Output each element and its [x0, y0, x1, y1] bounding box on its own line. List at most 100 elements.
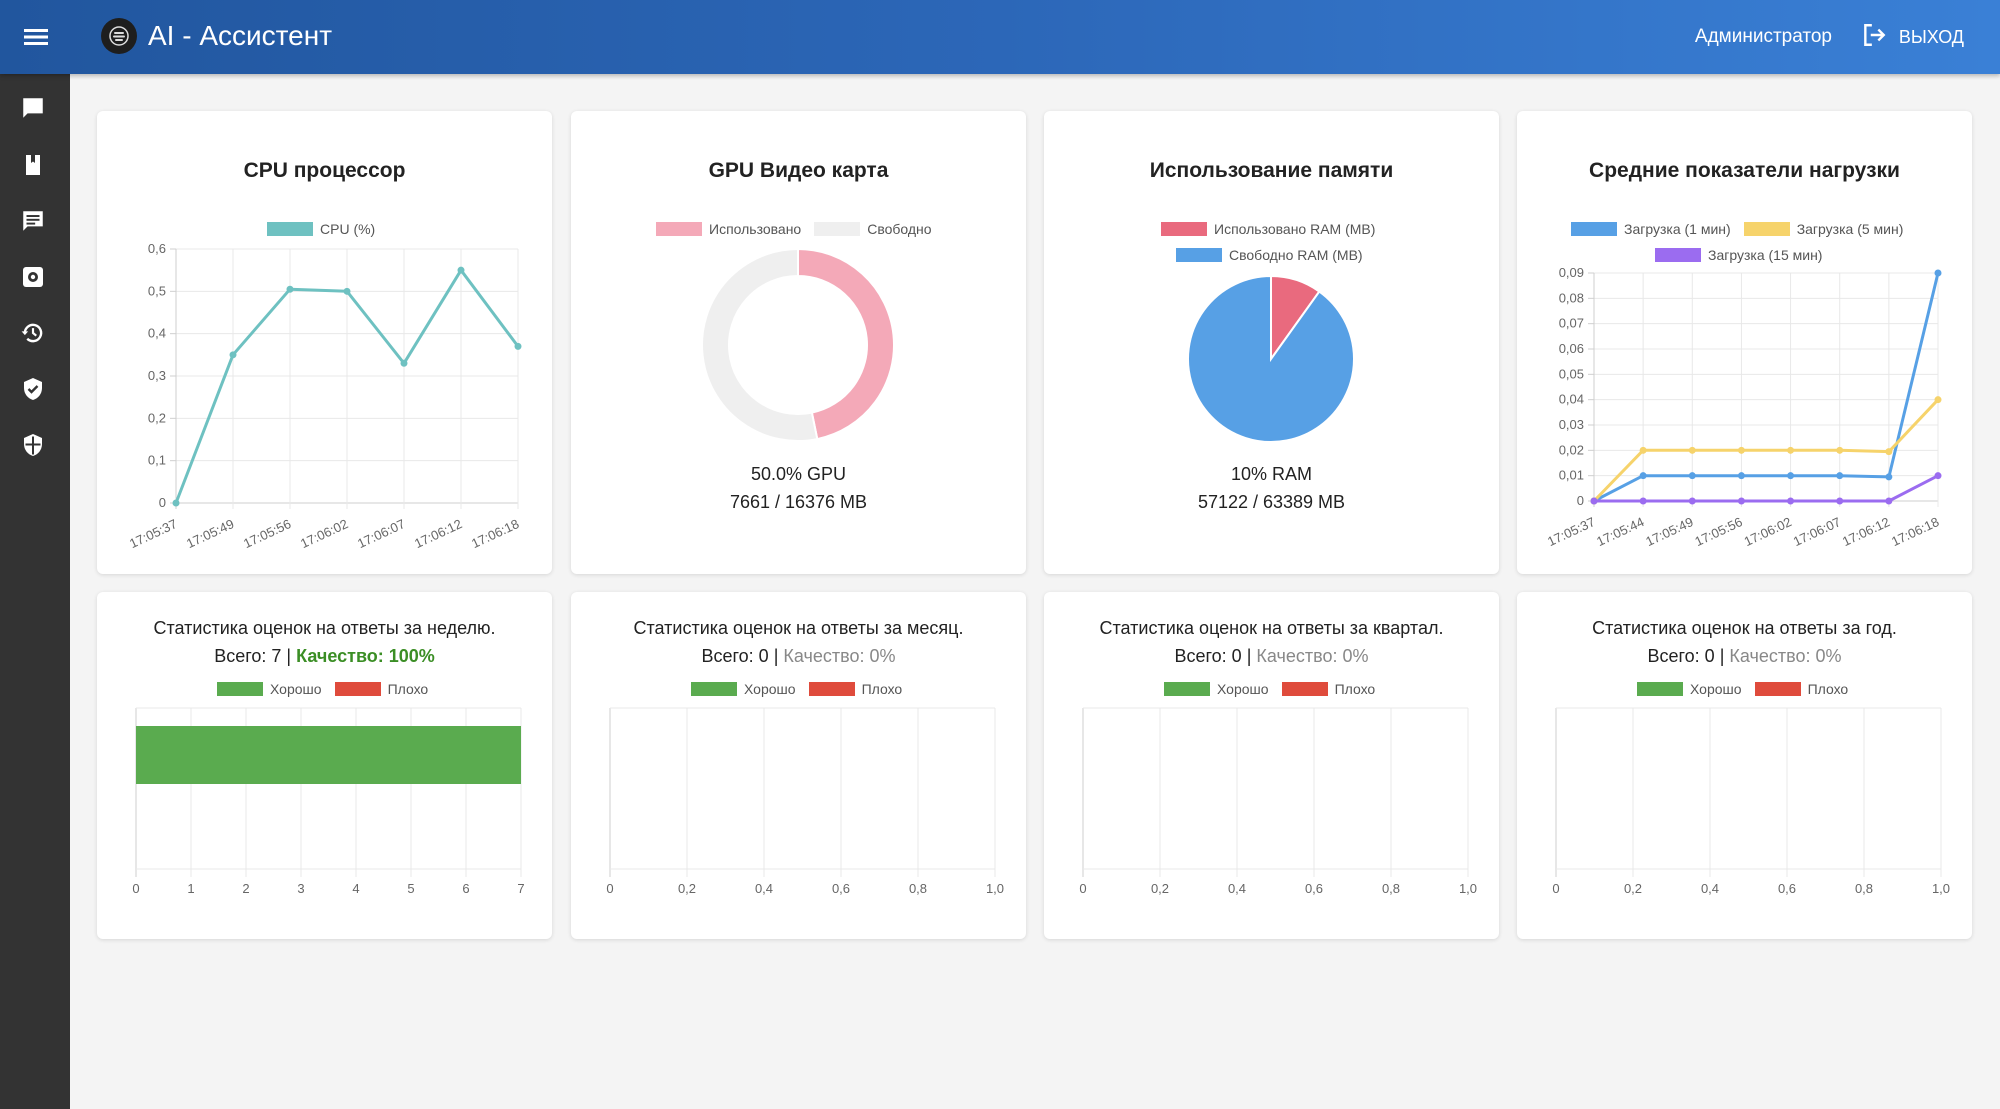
- settings-icon: [21, 265, 45, 294]
- ram-memory-text: 57122 / 63389 MB: [1197, 492, 1346, 512]
- stats-year-legend: Хорошо Плохо: [1637, 681, 1848, 697]
- stats-week-summary: Всего: 7 | Качество: 100%: [97, 642, 552, 670]
- y-tick-label: 0,1: [148, 453, 166, 468]
- legend-label-bad: Плохо: [861, 681, 903, 697]
- x-tick-label: 17:06:02: [1742, 514, 1794, 549]
- legend-label-good: Хорошо: [744, 681, 796, 697]
- x-tick-label: 0,6: [1778, 881, 1796, 896]
- x-tick-label: 17:06:07: [355, 516, 407, 551]
- y-tick-label: 0,08: [1559, 290, 1584, 305]
- legend-label-good: Хорошо: [1690, 681, 1742, 697]
- legend-label-good: Хорошо: [1217, 681, 1269, 697]
- data-point: [1787, 446, 1795, 454]
- series-line: [1593, 272, 1940, 503]
- app-logo: [101, 18, 137, 54]
- data-point: [1934, 472, 1942, 480]
- legend-swatch-gpu-free: [814, 222, 861, 236]
- x-tick-label: 1: [187, 881, 194, 896]
- sidebar-item-verification[interactable]: [11, 369, 55, 413]
- legend-swatch-bad: [1754, 682, 1801, 696]
- stats-quarter-quality: Качество: 0%: [1256, 646, 1369, 666]
- sidebar-item-messages[interactable]: [11, 201, 55, 245]
- x-tick-label: 0,8: [909, 881, 927, 896]
- y-tick-label: 0,07: [1559, 316, 1584, 331]
- data-point: [1885, 473, 1893, 481]
- x-tick-label: 17:05:56: [1692, 514, 1744, 549]
- stats-year-bar-chart: 0 0,2 0,4 0,6 0,8 1,0: [1552, 707, 1950, 896]
- x-tick-label: 17:05:49: [1643, 514, 1695, 549]
- load-card: Средние показатели нагрузки Загрузка (1 …: [1517, 111, 1972, 574]
- gpu-card: GPU Видео карта Использовано Свободно 50…: [571, 111, 1026, 574]
- x-tick-label: 0,4: [755, 881, 773, 896]
- sidebar-item-history[interactable]: [11, 313, 55, 357]
- x-tick-label: 17:05:44: [1594, 514, 1646, 549]
- x-tick-label: 6: [462, 881, 469, 896]
- stats-week-quality: Качество: 100%: [296, 646, 435, 666]
- series-line: [1592, 398, 1940, 503]
- ram-percent-text: 10% RAM: [1230, 464, 1313, 484]
- pie-slice: [701, 247, 819, 442]
- legend-swatch-bad: [1281, 682, 1328, 696]
- logout-button[interactable]: ВЫХОД: [1861, 20, 1964, 54]
- data-point: [514, 342, 522, 350]
- legend-label-good: Хорошо: [270, 681, 322, 697]
- x-tick-label: 0,4: [1701, 881, 1719, 896]
- legend-label-bad: Плохо: [1807, 681, 1849, 697]
- legend-label-gpu-used: Использовано: [709, 221, 802, 237]
- data-point: [1688, 472, 1696, 480]
- menu-icon[interactable]: [14, 15, 58, 59]
- y-tick-label: 0,02: [1559, 442, 1584, 457]
- x-tick-label: 5: [407, 881, 414, 896]
- x-tick-label: 0,6: [1305, 881, 1323, 896]
- legend-label-bad: Плохо: [387, 681, 429, 697]
- y-tick-label: 0,4: [148, 326, 166, 341]
- stats-month-title: Статистика оценок на ответы за месяц.: [633, 618, 964, 638]
- data-point: [1836, 497, 1844, 505]
- stats-month-separator: |: [773, 646, 779, 666]
- x-tick-label: 17:06:07: [1791, 514, 1843, 549]
- stats-quarter-bar-chart: 0 0,2 0,4 0,6 0,8 1,0: [1079, 707, 1477, 896]
- stats-quarter-separator: |: [1246, 646, 1252, 666]
- data-point: [457, 266, 465, 274]
- sidebar-item-settings[interactable]: [11, 257, 55, 301]
- x-tick-label: 17:06:18: [469, 516, 521, 551]
- y-tick-label: 0,5: [148, 283, 166, 298]
- data-point: [1737, 446, 1745, 454]
- x-tick-label: 0: [1079, 881, 1086, 896]
- y-tick-label: 0,6: [148, 241, 166, 256]
- x-tick-label: 2: [242, 881, 249, 896]
- gpu-memory-text: 7661 / 16376 MB: [729, 492, 868, 512]
- x-tick-label: 3: [297, 881, 304, 896]
- top-app-bar: AI - Ассистент Администратор ВЫХОД: [0, 0, 2000, 74]
- ram-legend-free: Свободно RAM (MB): [1176, 247, 1363, 263]
- legend-label-cpu: CPU (%): [320, 221, 376, 237]
- logout-icon: [1861, 22, 1887, 53]
- legend-label-load1: Загрузка (1 мин): [1624, 221, 1731, 237]
- y-tick-label: 0: [1577, 493, 1584, 508]
- history-icon: [20, 320, 46, 351]
- x-tick-label: 7: [517, 881, 524, 896]
- data-point: [1737, 472, 1745, 480]
- x-tick-label: 0,6: [832, 881, 850, 896]
- stats-month-card: Статистика оценок на ответы за месяц. Вс…: [571, 592, 1026, 939]
- data-point: [1885, 448, 1893, 456]
- cpu-line-chart: 0 0,1 0,2 0,3 0,4 0,5 0,6 17:05:37 17:05:49 17:05…: [127, 241, 522, 551]
- x-tick-label: 17:05:37: [127, 516, 179, 551]
- x-tick-label: 0,2: [678, 881, 696, 896]
- stats-year-quality: Качество: 0%: [1729, 646, 1842, 666]
- ram-card-title: Использование памяти: [1149, 159, 1394, 182]
- sidebar-item-security[interactable]: [11, 425, 55, 469]
- legend-swatch-cpu: [267, 222, 313, 236]
- x-tick-label: 1,0: [1932, 881, 1950, 896]
- data-point: [1885, 497, 1893, 505]
- admin-user-link[interactable]: Администратор: [1694, 26, 1832, 47]
- sidebar-item-knowledge[interactable]: [11, 145, 55, 189]
- legend-label-load15: Загрузка (15 мин): [1708, 247, 1823, 263]
- gpu-percent-text: 50.0% GPU: [750, 464, 847, 484]
- data-point: [1737, 497, 1745, 505]
- sidebar-item-chat[interactable]: [11, 88, 55, 132]
- data-point: [1934, 269, 1942, 277]
- stats-month-total: Всего: 0: [701, 646, 769, 666]
- legend-swatch-load15: [1655, 248, 1701, 262]
- x-tick-label: 17:05:37: [1545, 514, 1597, 549]
